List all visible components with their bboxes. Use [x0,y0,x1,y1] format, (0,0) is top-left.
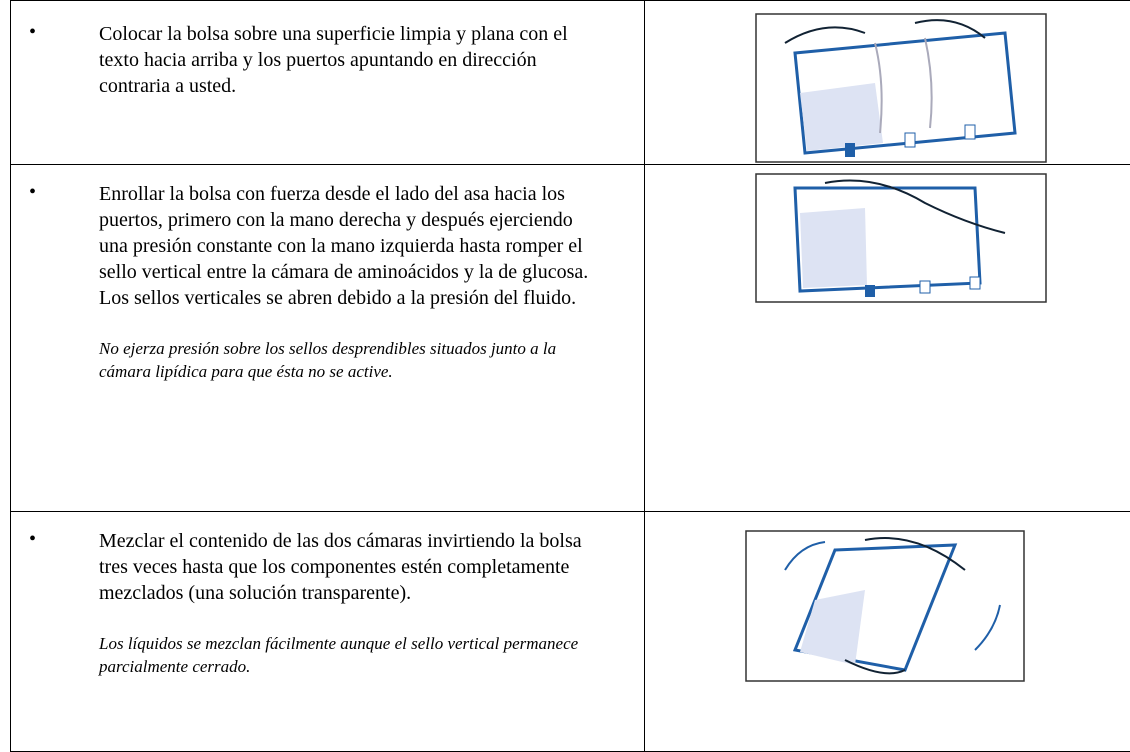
instruction-table: • Colocar la bolsa sobre una superficie … [10,0,1130,752]
bullet: • [29,528,36,551]
image-cell [645,1,1130,165]
bullet: • [29,181,36,204]
row: • Enrollar la bolsa con fuerza desde el … [11,165,1130,512]
step-note: No ejerza presión sobre los sellos despr… [99,337,599,383]
row: • Colocar la bolsa sobre una superficie … [11,1,1130,165]
row: • Mezclar el contenido de las dos cámara… [11,512,1130,752]
text-cell: • Mezclar el contenido de las dos cámara… [11,512,645,752]
text-cell: • Colocar la bolsa sobre una superficie … [11,1,645,165]
step-text: Enrollar la bolsa con fuerza desde el la… [99,181,599,311]
bullet: • [29,21,36,44]
image-cell [645,512,1130,752]
illustration [755,13,1047,163]
step-text: Mezclar el contenido de las dos cámaras … [99,528,599,606]
illustration [745,530,1025,682]
step-text: Colocar la bolsa sobre una superficie li… [99,21,599,99]
illustration [755,173,1047,303]
text-cell: • Enrollar la bolsa con fuerza desde el … [11,165,645,512]
step-note: Los líquidos se mezclan fácilmente aunqu… [99,632,599,678]
image-cell [645,165,1130,512]
